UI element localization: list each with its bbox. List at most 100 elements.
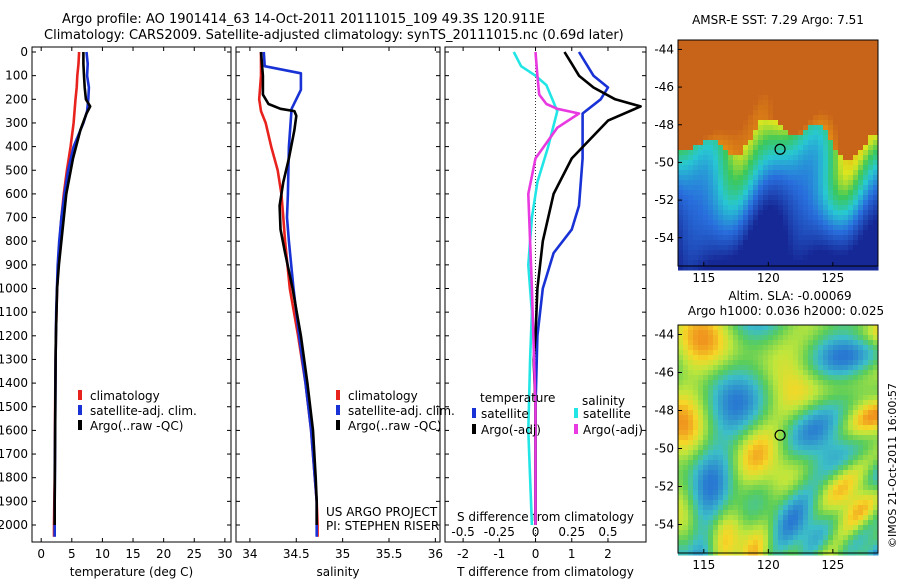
legend-swatch (336, 420, 340, 430)
x-tick-label: 25 (187, 547, 202, 561)
map-field-2 (678, 325, 879, 556)
depth-tick-label: 1300 (0, 352, 28, 366)
legend-label: satellite-adj. clim. (348, 404, 455, 418)
x-tick-label: 36 (428, 547, 443, 561)
map-x-tick-label: 115 (692, 271, 715, 285)
depth-tick-label: 800 (5, 234, 28, 248)
depth-tick-label: 1600 (0, 423, 28, 437)
depth-tick-label: 900 (5, 258, 28, 272)
depth-tick-label: 100 (5, 69, 28, 83)
depth-tick-label: 1000 (0, 282, 28, 296)
legend-label: satellite (481, 407, 529, 421)
depth-tick-label: 600 (5, 187, 28, 201)
legend-title-salinity: salinity (582, 394, 625, 408)
legend-label: Argo(..raw -QC) (348, 419, 441, 433)
x-tick-label: 20 (156, 547, 171, 561)
depth-tick-label: 1200 (0, 329, 28, 343)
x-tick-label: 5 (68, 547, 76, 561)
map-x-tick-label: 120 (757, 558, 780, 572)
plot-frame-2 (235, 46, 441, 543)
depth-tick-label: 300 (5, 116, 28, 130)
legend-swatch (472, 424, 476, 434)
legend-title-temperature: temperature (480, 391, 555, 405)
depth-tick-label: 200 (5, 92, 28, 106)
depth-tick-label: 1400 (0, 376, 28, 390)
map-y-tick-label: -52 (654, 193, 674, 207)
x-tick-label: 15 (125, 547, 140, 561)
x-tick-label-top: 0 (532, 525, 540, 539)
map-y-tick-label: -54 (654, 231, 674, 245)
imos-watermark: ©IMOS 21-Oct-2011 16:00:57 (886, 382, 899, 548)
title-line-2: Climatology: CARS2009. Satellite-adjuste… (44, 28, 624, 43)
depth-tick-label: 1100 (0, 305, 28, 319)
map-x-tick-label: 115 (692, 558, 715, 572)
legend-swatch (336, 390, 340, 400)
credit-pi: PI: STEPHEN RISER (326, 519, 440, 533)
x-tick-label: 0 (37, 547, 45, 561)
legend-swatch (574, 424, 578, 434)
legend-swatch (574, 408, 578, 418)
legend-swatch (472, 408, 476, 418)
x-tick-label-top: 0.25 (558, 525, 585, 539)
x-tick-label: 35.5 (376, 547, 403, 561)
argo-location-marker (774, 429, 786, 441)
legend-label: Argo(..raw -QC) (90, 419, 183, 433)
x-tick-label-top: -0.5 (451, 525, 474, 539)
legend-label: climatology (348, 389, 418, 403)
depth-tick-label: 0 (20, 45, 28, 59)
x-tick-label: 34 (242, 547, 257, 561)
x-tick-label: 2 (604, 547, 612, 561)
x-tick-label: -2 (457, 547, 469, 561)
x-tick-label: -1 (493, 547, 505, 561)
x-tick-label: 30 (217, 547, 232, 561)
map-y-tick-label: -54 (654, 518, 674, 532)
map-y-tick-label: -48 (654, 118, 674, 132)
map-y-tick-label: -52 (654, 480, 674, 494)
x-tick-label: 1 (568, 547, 576, 561)
depth-tick-label: 700 (5, 211, 28, 225)
x-tick-label-top: 0.5 (598, 525, 617, 539)
x-axis-label-top: S difference from climatology (457, 510, 634, 524)
map-sst-title: AMSR-E SST: 7.29 Argo: 7.51 (692, 13, 864, 27)
series-line-argo_s (526, 51, 581, 525)
plot-frame-3 (444, 46, 647, 543)
depth-tick-label: 2000 (0, 518, 28, 532)
map-frame-2 (677, 324, 879, 554)
depth-tick-label: 1800 (0, 471, 28, 485)
map-sla-title-1: Altim. SLA: -0.00069 (728, 289, 851, 303)
legend-label: Argo(-adj) (583, 423, 643, 437)
map-sla-title-2: Argo h1000: 0.036 h2000: 0.025 (688, 304, 884, 318)
map-x-tick-label: 120 (757, 271, 780, 285)
depth-tick-label: 1900 (0, 494, 28, 508)
x-axis-label: salinity (316, 565, 359, 579)
map-y-tick-label: -50 (654, 155, 674, 169)
plot-frame-1 (31, 46, 232, 543)
depth-tick-label: 1500 (0, 400, 28, 414)
x-tick-label: 35 (335, 547, 350, 561)
map-y-tick-label: -44 (654, 328, 674, 342)
legend-label: satellite (583, 407, 631, 421)
credit-project: US ARGO PROJECT (326, 505, 438, 519)
map-x-tick-label: 125 (821, 271, 844, 285)
x-tick-label: 0 (532, 547, 540, 561)
legend-label: Argo(-adj) (481, 423, 541, 437)
series-line-argo (259, 51, 319, 525)
depth-tick-label: 400 (5, 140, 28, 154)
x-tick-label: 34.5 (283, 547, 310, 561)
series-line-argo (53, 52, 92, 525)
legend-swatch (78, 405, 82, 415)
legend-label: climatology (90, 389, 160, 403)
map-y-tick-label: -44 (654, 42, 674, 56)
title-line-1: Argo profile: AO 1901414_63 14-Oct-2011 … (62, 12, 545, 27)
argo-location-marker (774, 143, 786, 155)
x-tick-label-top: -0.25 (484, 525, 515, 539)
map-field-1 (678, 40, 879, 271)
map-frame-1 (677, 39, 879, 267)
x-axis-label: T difference from climatology (456, 565, 634, 579)
legend-swatch (336, 405, 340, 415)
depth-tick-label: 500 (5, 163, 28, 177)
map-y-tick-label: -46 (654, 366, 674, 380)
map-y-tick-label: -48 (654, 404, 674, 418)
legend-label: satellite-adj. clim. (90, 404, 197, 418)
